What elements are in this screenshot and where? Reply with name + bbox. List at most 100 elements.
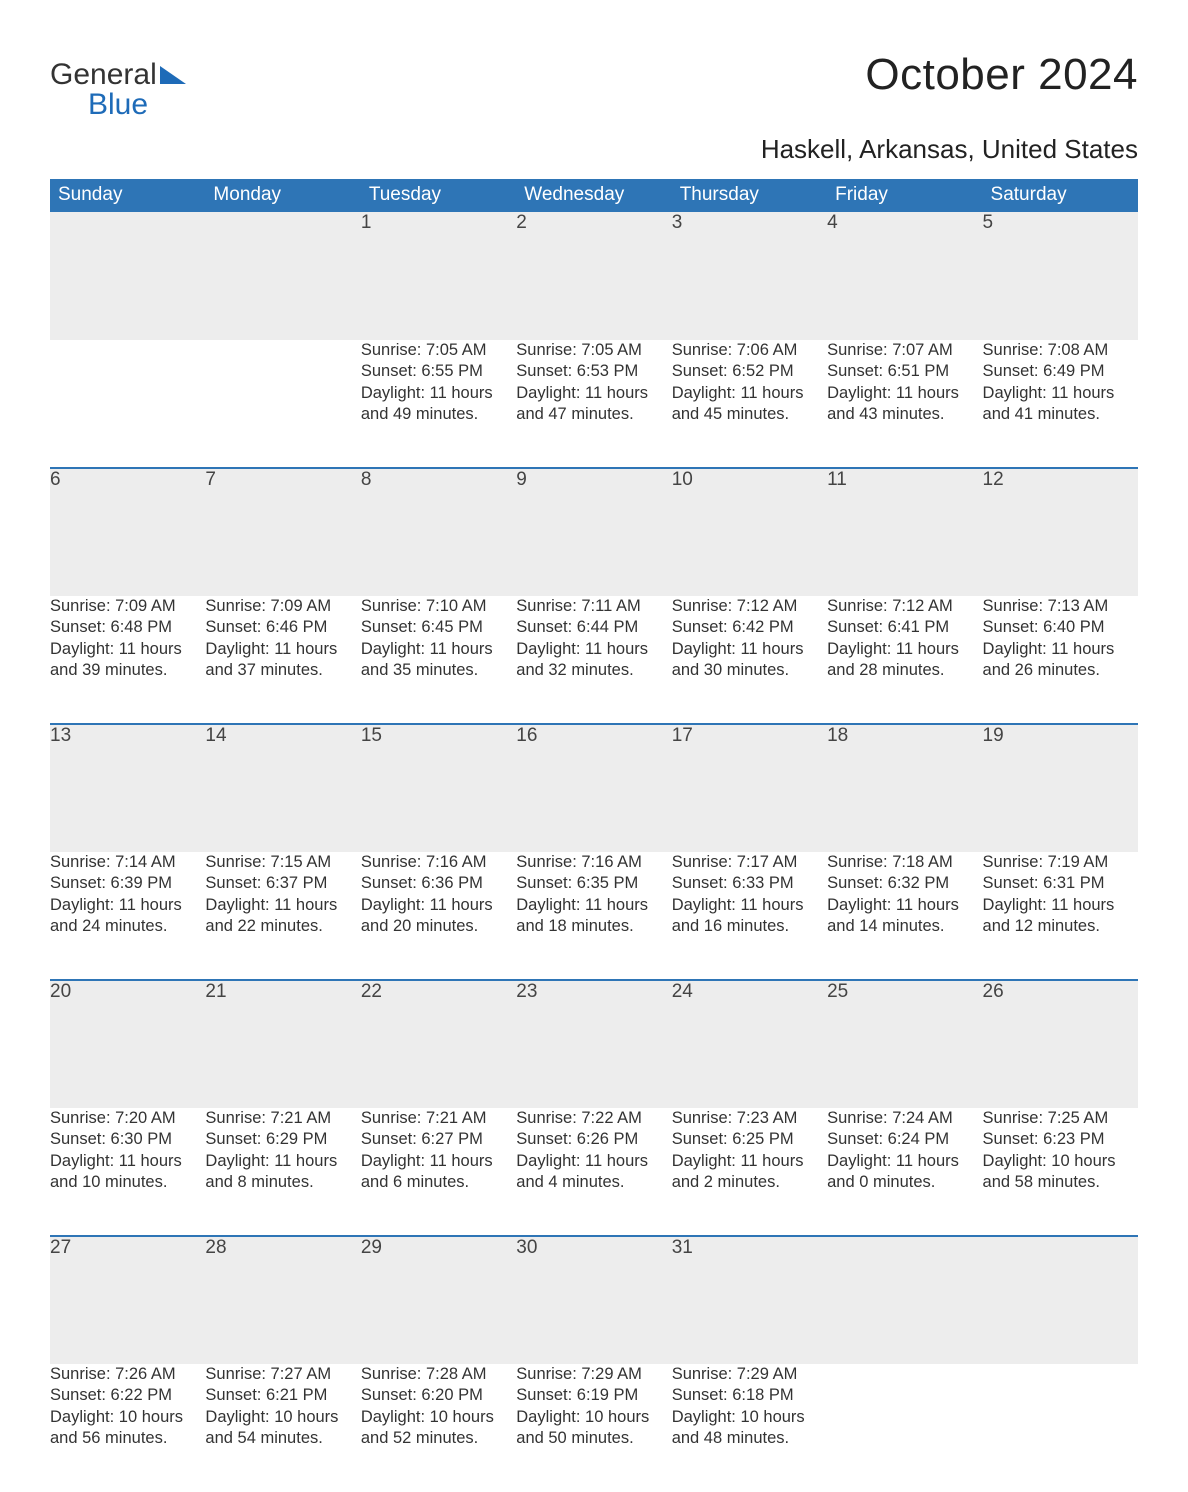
daylight-text: and 16 minutes. xyxy=(672,916,827,937)
daylight-text: Daylight: 11 hours xyxy=(827,383,982,404)
daylight-text: and 14 minutes. xyxy=(827,916,982,937)
weekday-header: Saturday xyxy=(983,179,1138,212)
day-number-cell: 2 xyxy=(516,212,671,340)
day-number-cell: 3 xyxy=(672,212,827,340)
day-number-cell xyxy=(205,212,360,340)
daylight-text: and 48 minutes. xyxy=(672,1428,827,1449)
day-content-cell: Sunrise: 7:17 AMSunset: 6:33 PMDaylight:… xyxy=(672,852,827,980)
daylight-text: and 20 minutes. xyxy=(361,916,516,937)
day-number-cell xyxy=(983,1236,1138,1364)
day-number-cell: 17 xyxy=(672,724,827,852)
content-row: Sunrise: 7:05 AMSunset: 6:55 PMDaylight:… xyxy=(50,340,1138,468)
daylight-text: and 30 minutes. xyxy=(672,660,827,681)
sunset-text: Sunset: 6:44 PM xyxy=(516,617,671,638)
sunrise-text: Sunrise: 7:29 AM xyxy=(672,1364,827,1385)
day-number-cell: 14 xyxy=(205,724,360,852)
daynum-row: 6789101112 xyxy=(50,468,1138,596)
day-number-cell: 11 xyxy=(827,468,982,596)
sunrise-text: Sunrise: 7:11 AM xyxy=(516,596,671,617)
day-number-cell: 9 xyxy=(516,468,671,596)
calendar-table: SundayMondayTuesdayWednesdayThursdayFrid… xyxy=(50,179,1138,1492)
day-number-cell: 12 xyxy=(983,468,1138,596)
sunrise-text: Sunrise: 7:18 AM xyxy=(827,852,982,873)
logo: General Blue xyxy=(50,60,186,120)
sunset-text: Sunset: 6:49 PM xyxy=(983,361,1138,382)
daylight-text: and 41 minutes. xyxy=(983,404,1138,425)
daylight-text: Daylight: 10 hours xyxy=(516,1407,671,1428)
day-number-cell: 23 xyxy=(516,980,671,1108)
day-number-cell: 21 xyxy=(205,980,360,1108)
daylight-text: Daylight: 11 hours xyxy=(983,383,1138,404)
daylight-text: and 2 minutes. xyxy=(672,1172,827,1193)
sunrise-text: Sunrise: 7:22 AM xyxy=(516,1108,671,1129)
daylight-text: and 24 minutes. xyxy=(50,916,205,937)
day-content-cell: Sunrise: 7:07 AMSunset: 6:51 PMDaylight:… xyxy=(827,340,982,468)
sunrise-text: Sunrise: 7:13 AM xyxy=(983,596,1138,617)
logo-word-general: General xyxy=(50,58,157,91)
daylight-text: and 28 minutes. xyxy=(827,660,982,681)
day-content-cell: Sunrise: 7:10 AMSunset: 6:45 PMDaylight:… xyxy=(361,596,516,724)
sunrise-text: Sunrise: 7:23 AM xyxy=(672,1108,827,1129)
day-content-cell xyxy=(205,340,360,468)
daylight-text: Daylight: 11 hours xyxy=(672,639,827,660)
day-content-cell: Sunrise: 7:22 AMSunset: 6:26 PMDaylight:… xyxy=(516,1108,671,1236)
daylight-text: and 47 minutes. xyxy=(516,404,671,425)
sunset-text: Sunset: 6:53 PM xyxy=(516,361,671,382)
day-number-cell: 22 xyxy=(361,980,516,1108)
daylight-text: Daylight: 10 hours xyxy=(672,1407,827,1428)
day-number-cell: 4 xyxy=(827,212,982,340)
daylight-text: and 8 minutes. xyxy=(205,1172,360,1193)
daylight-text: Daylight: 11 hours xyxy=(205,1151,360,1172)
sunset-text: Sunset: 6:39 PM xyxy=(50,873,205,894)
sunrise-text: Sunrise: 7:12 AM xyxy=(827,596,982,617)
daynum-row: 12345 xyxy=(50,212,1138,340)
daylight-text: Daylight: 11 hours xyxy=(50,1151,205,1172)
weekday-header: Wednesday xyxy=(516,179,671,212)
sunset-text: Sunset: 6:37 PM xyxy=(205,873,360,894)
daylight-text: Daylight: 11 hours xyxy=(361,1151,516,1172)
day-content-cell: Sunrise: 7:13 AMSunset: 6:40 PMDaylight:… xyxy=(983,596,1138,724)
day-content-cell: Sunrise: 7:06 AMSunset: 6:52 PMDaylight:… xyxy=(672,340,827,468)
day-content-cell: Sunrise: 7:12 AMSunset: 6:41 PMDaylight:… xyxy=(827,596,982,724)
day-number-cell: 6 xyxy=(50,468,205,596)
day-number-cell: 5 xyxy=(983,212,1138,340)
content-row: Sunrise: 7:20 AMSunset: 6:30 PMDaylight:… xyxy=(50,1108,1138,1236)
sunset-text: Sunset: 6:26 PM xyxy=(516,1129,671,1150)
day-content-cell: Sunrise: 7:14 AMSunset: 6:39 PMDaylight:… xyxy=(50,852,205,980)
daylight-text: and 39 minutes. xyxy=(50,660,205,681)
sunrise-text: Sunrise: 7:20 AM xyxy=(50,1108,205,1129)
daylight-text: and 43 minutes. xyxy=(827,404,982,425)
day-content-cell: Sunrise: 7:20 AMSunset: 6:30 PMDaylight:… xyxy=(50,1108,205,1236)
day-number-cell: 31 xyxy=(672,1236,827,1364)
sunset-text: Sunset: 6:21 PM xyxy=(205,1385,360,1406)
daylight-text: and 22 minutes. xyxy=(205,916,360,937)
daylight-text: Daylight: 11 hours xyxy=(205,895,360,916)
day-content-cell: Sunrise: 7:21 AMSunset: 6:27 PMDaylight:… xyxy=(361,1108,516,1236)
daylight-text: and 52 minutes. xyxy=(361,1428,516,1449)
sunset-text: Sunset: 6:51 PM xyxy=(827,361,982,382)
sunrise-text: Sunrise: 7:07 AM xyxy=(827,340,982,361)
month-title: October 2024 xyxy=(865,50,1138,100)
sunset-text: Sunset: 6:19 PM xyxy=(516,1385,671,1406)
day-content-cell: Sunrise: 7:26 AMSunset: 6:22 PMDaylight:… xyxy=(50,1364,205,1492)
daylight-text: Daylight: 10 hours xyxy=(361,1407,516,1428)
sunset-text: Sunset: 6:33 PM xyxy=(672,873,827,894)
daylight-text: and 54 minutes. xyxy=(205,1428,360,1449)
sunset-text: Sunset: 6:35 PM xyxy=(516,873,671,894)
sunset-text: Sunset: 6:36 PM xyxy=(361,873,516,894)
day-number-cell: 15 xyxy=(361,724,516,852)
daylight-text: and 12 minutes. xyxy=(983,916,1138,937)
sunrise-text: Sunrise: 7:16 AM xyxy=(516,852,671,873)
day-content-cell xyxy=(50,340,205,468)
sunrise-text: Sunrise: 7:21 AM xyxy=(361,1108,516,1129)
daylight-text: and 56 minutes. xyxy=(50,1428,205,1449)
daylight-text: and 45 minutes. xyxy=(672,404,827,425)
day-number-cell: 1 xyxy=(361,212,516,340)
sunset-text: Sunset: 6:27 PM xyxy=(361,1129,516,1150)
day-content-cell: Sunrise: 7:15 AMSunset: 6:37 PMDaylight:… xyxy=(205,852,360,980)
sunset-text: Sunset: 6:32 PM xyxy=(827,873,982,894)
day-content-cell: Sunrise: 7:11 AMSunset: 6:44 PMDaylight:… xyxy=(516,596,671,724)
daylight-text: Daylight: 11 hours xyxy=(983,895,1138,916)
daylight-text: and 37 minutes. xyxy=(205,660,360,681)
location: Haskell, Arkansas, United States xyxy=(50,134,1138,165)
